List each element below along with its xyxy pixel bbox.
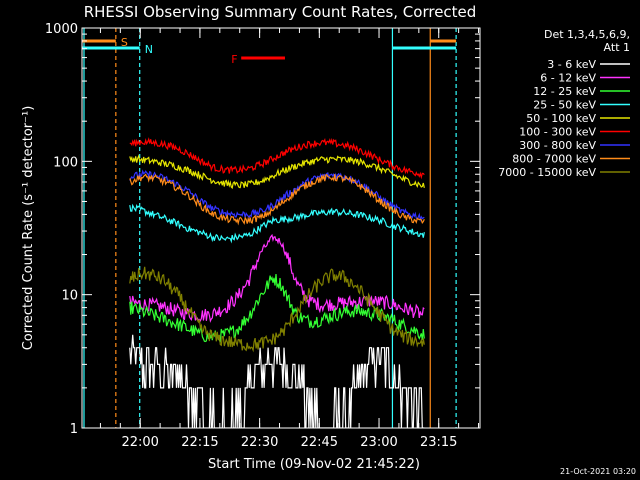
plot-frame — [81, 27, 481, 429]
legend-label: 100 - 300 keV — [519, 126, 596, 139]
legend-label: 50 - 100 keV — [526, 112, 596, 125]
x-tick-label: 23:15 — [420, 435, 457, 450]
legend-label: 800 - 7000 keV — [512, 153, 596, 166]
y-tick-label: 10 — [61, 289, 78, 304]
y-tick-label: 1000 — [45, 22, 78, 37]
x-tick-label: 22:30 — [241, 435, 278, 450]
series-line — [129, 169, 425, 223]
chart-title: RHESSI Observing Summary Count Rates, Co… — [84, 3, 477, 21]
x-axis-label: Start Time (09-Nov-02 21:45:22) — [208, 457, 420, 472]
series-line — [129, 137, 425, 180]
series-line — [129, 266, 425, 353]
x-tick-label: 22:15 — [181, 435, 218, 450]
legend-label: 6 - 12 keV — [540, 72, 596, 85]
series-line — [129, 173, 425, 226]
y-tick-label: 1 — [70, 422, 78, 437]
flag-label: F — [231, 53, 237, 66]
series-line — [129, 154, 425, 190]
series-line — [129, 203, 425, 244]
x-tick-label: 22:45 — [301, 435, 338, 450]
series-line — [129, 233, 425, 323]
y-axis-label: Corrected Count Rate (s⁻¹ detector⁻¹) — [21, 106, 36, 351]
legend-header-attenuator: Att 1 — [604, 41, 630, 54]
x-tick-label: 22:00 — [121, 435, 158, 450]
flag-label: N — [145, 43, 153, 56]
generation-timestamp: 21-Oct-2021 03:20 — [560, 467, 636, 476]
flag-label: S — [121, 36, 128, 49]
legend-label: 300 - 800 keV — [519, 139, 596, 152]
legend-label: 12 - 25 keV — [533, 85, 596, 98]
legend-label: 7000 - 15000 keV — [498, 166, 596, 179]
legend-label: 25 - 50 keV — [533, 99, 596, 112]
legend-header-detectors: Det 1,3,4,5,6,9, — [544, 28, 630, 41]
legend-label: 3 - 6 keV — [547, 58, 596, 71]
y-tick-label: 100 — [53, 155, 78, 170]
series-line — [129, 334, 425, 428]
x-tick-label: 23:00 — [360, 435, 397, 450]
